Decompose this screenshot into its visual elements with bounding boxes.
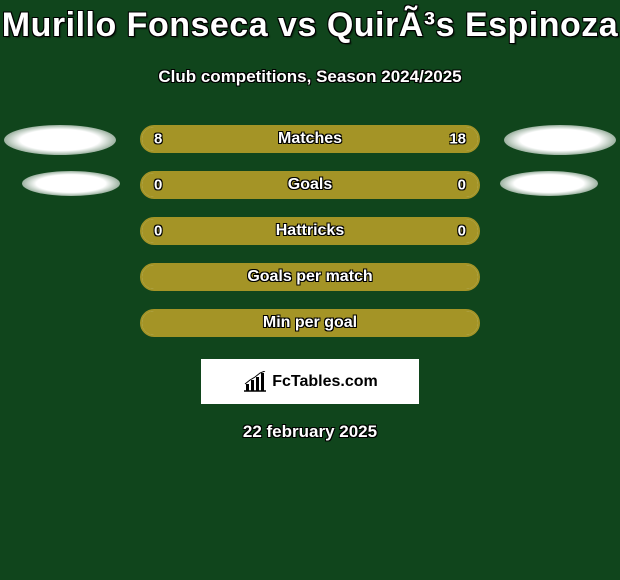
stat-bar: 00Hattricks [140, 217, 480, 245]
stat-label: Goals per match [142, 268, 478, 286]
player-right-mark [504, 125, 616, 155]
stat-row: Goals per match [0, 263, 620, 291]
player-right-mark [500, 171, 598, 196]
stat-label: Min per goal [142, 314, 478, 332]
player-left-mark [4, 125, 116, 155]
page-subtitle: Club competitions, Season 2024/2025 [0, 67, 620, 87]
player-left-mark [22, 171, 120, 196]
stat-row: 00Hattricks [0, 217, 620, 245]
stat-bar: 818Matches [140, 125, 480, 153]
date-text: 22 february 2025 [0, 422, 620, 442]
page-title: Murillo Fonseca vs QuirÃ³s Espinoza [0, 0, 620, 45]
stat-bar: Goals per match [140, 263, 480, 291]
stat-label: Hattricks [142, 222, 478, 240]
stat-row: 00Goals [0, 171, 620, 199]
brand-text: FcTables.com [272, 373, 378, 391]
stat-row: 818Matches [0, 125, 620, 153]
stat-rows: 818Matches 00Goals 00Hattricks Goals per ma… [0, 125, 620, 337]
brand-box: FcTables.com [201, 359, 419, 404]
stat-bar: 00Goals [140, 171, 480, 199]
stat-label: Goals [142, 176, 478, 194]
brand-chart-icon [242, 371, 268, 393]
stat-label: Matches [142, 130, 478, 148]
stat-bar: Min per goal [140, 309, 480, 337]
page: Murillo Fonseca vs QuirÃ³s Espinoza Club… [0, 0, 620, 580]
stat-row: Min per goal [0, 309, 620, 337]
